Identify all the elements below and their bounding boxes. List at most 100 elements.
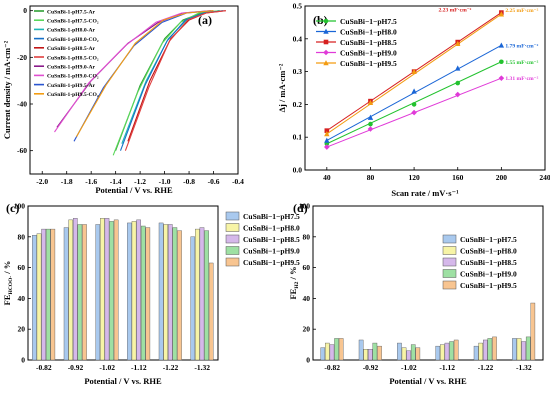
y-axis-label-unit: / % — [2, 261, 12, 276]
legend-swatch — [225, 234, 240, 244]
y-tick-label: 0.3 — [293, 67, 303, 76]
bar — [334, 338, 339, 361]
legend-label: CuSnBi-1-pH8.0-CO₂ — [47, 37, 99, 43]
legend-swatch — [442, 246, 457, 255]
bar — [32, 235, 37, 361]
bar — [109, 221, 114, 361]
x-tick-label: -2.0 — [36, 177, 48, 186]
legend-swatch — [225, 246, 240, 255]
series-line — [112, 10, 220, 156]
data-point — [454, 91, 461, 98]
plot-frame — [304, 5, 546, 171]
bar — [372, 342, 378, 361]
bar — [95, 224, 101, 361]
data-point — [498, 75, 505, 81]
legend-label: CuSnBi-1-pH8.5-CO₂ — [47, 55, 99, 61]
legend-swatch — [225, 257, 240, 267]
bar — [406, 350, 411, 361]
legend-label: CuSnBi−1−pH8.0 — [460, 247, 517, 256]
data-point — [324, 137, 330, 143]
bar — [444, 342, 450, 361]
x-tick-label: -1.12 — [439, 363, 455, 372]
bar — [410, 344, 416, 361]
legend-label: CuSnBi−1−pH7.5 — [340, 17, 397, 26]
legend-swatch — [442, 280, 457, 290]
plot-frame — [29, 5, 239, 175]
bar — [177, 230, 182, 361]
bar — [104, 218, 110, 361]
x-tick-label: -1.32 — [516, 363, 532, 372]
legend-swatch — [442, 234, 457, 244]
y-tick-label: 0.5 — [293, 2, 303, 11]
data-point — [367, 126, 374, 132]
y-axis-label-main: FE — [2, 294, 12, 305]
panel-label: (b) — [313, 13, 328, 27]
bar — [45, 228, 51, 361]
bar — [199, 227, 205, 361]
x-tick-label: 160 — [452, 173, 464, 182]
bar — [158, 222, 164, 361]
x-tick-label: -0.82 — [36, 363, 52, 372]
bar — [208, 262, 214, 361]
x-tick-label: -1.02 — [401, 363, 417, 372]
data-point — [323, 60, 329, 66]
bar — [41, 228, 46, 361]
data-point — [323, 18, 329, 24]
bar — [127, 222, 132, 361]
legend-label: CuSnBi−1−pH7.5 — [460, 235, 517, 244]
legend-label: CuSnBi-1-pH7.5-CO₂ — [47, 19, 99, 25]
x-tick-label: -1.8 — [61, 177, 73, 186]
y-tick-label: 0.4 — [293, 34, 303, 43]
x-tick-label: -0.92 — [363, 363, 379, 372]
bar — [525, 336, 531, 361]
legend-label: CuSnBi−1−pH9.5 — [460, 281, 517, 290]
x-tick-label: -0.82 — [324, 363, 340, 372]
y-tick-label: 0.2 — [293, 100, 303, 109]
bar — [492, 336, 497, 361]
data-point — [498, 11, 505, 17]
bar — [325, 342, 330, 361]
x-tick-label: -1.02 — [99, 363, 115, 372]
bar — [516, 338, 522, 361]
x-tick-label: -1.22 — [478, 363, 494, 372]
x-tick-label: -1.6 — [85, 177, 97, 186]
x-tick-label: -1.2 — [134, 177, 146, 186]
x-tick-label: -1.32 — [194, 363, 210, 372]
bar — [358, 339, 364, 361]
legend-swatch — [225, 223, 240, 232]
y-tick-label: 0.0 — [293, 166, 303, 175]
y-axis-label-subscript: HCOO- — [8, 276, 14, 295]
bar — [50, 228, 56, 361]
bar — [190, 236, 196, 361]
panel-a: (a) -2.0 -1.8 -1.6 -1.4 -1.2 -1.0 -0.8 -0.6 -0.4 -… — [2, 5, 244, 195]
x-tick-label: -0.8 — [183, 177, 195, 186]
data-point — [324, 128, 330, 133]
bar — [440, 344, 445, 361]
x-axis-label: Potential / V vs. RHE — [389, 376, 467, 386]
legend-label: CuSnBi-1-pH8.5-Ar — [47, 46, 96, 52]
bar — [453, 339, 459, 361]
panel-b: (b) 40 80 120 160 200 240 0.0 0.1 0.2 0.3 0.4 0.5 Sca… — [277, 2, 550, 199]
bar — [63, 227, 69, 361]
data-point — [411, 109, 417, 116]
x-tick-label: -0.4 — [232, 177, 244, 186]
x-tick-label: -1.0 — [159, 177, 171, 186]
bar — [487, 338, 493, 361]
y-tick-label: 100 — [299, 202, 311, 211]
data-point — [323, 49, 329, 56]
legend-label: CuSnBi−1−pH9.5 — [243, 258, 300, 267]
x-axis-label: Potential / V vs. RHE — [84, 376, 162, 386]
legend-label: CuSnBi−1−pH9.0 — [460, 270, 517, 279]
legend-label: CuSnBi−1−pH7.5 — [243, 212, 300, 221]
legend-label: CuSnBi-1-pH9.5-Ar — [47, 83, 96, 89]
legend-label: CuSnBi-1-pH9.0-Ar — [47, 65, 96, 71]
y-tick-label: 20 — [303, 325, 311, 334]
bar — [415, 347, 421, 361]
bar — [483, 339, 488, 361]
data-point — [323, 28, 329, 34]
data-point — [498, 42, 505, 48]
y-tick-label: 40 — [303, 294, 311, 303]
bar — [36, 233, 42, 361]
legend-swatch — [442, 257, 457, 267]
